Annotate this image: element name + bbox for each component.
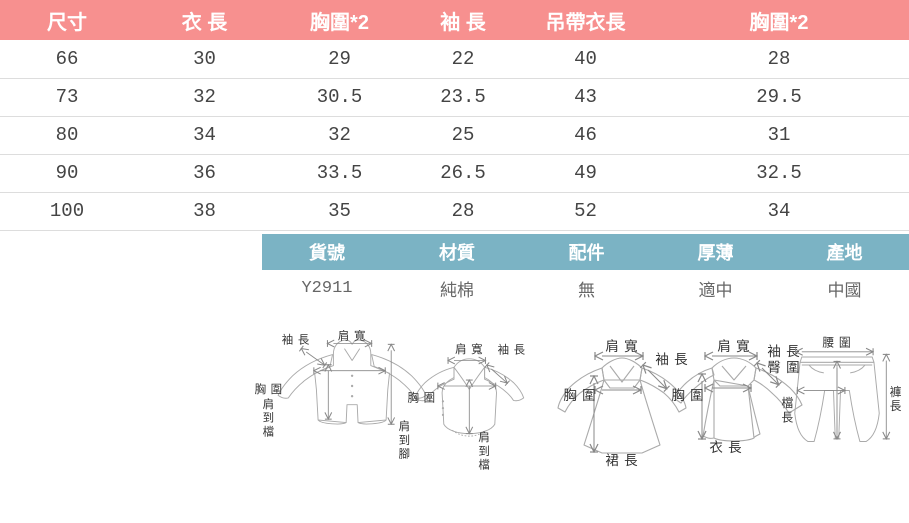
svg-text:到: 到 <box>478 445 490 458</box>
svg-text:褲: 褲 <box>890 385 903 399</box>
svg-text:袖 長: 袖 長 <box>655 352 688 367</box>
svg-text:肩 寬: 肩 寬 <box>717 338 750 354</box>
svg-text:袖 長: 袖 長 <box>498 343 526 357</box>
svg-text:肩: 肩 <box>399 419 411 433</box>
svg-text:袖 長: 袖 長 <box>282 333 310 347</box>
svg-text:腰 圍: 腰 圍 <box>822 335 851 349</box>
svg-text:檔: 檔 <box>263 424 275 438</box>
svg-text:檔: 檔 <box>478 457 490 471</box>
svg-text:裙 長: 裙 長 <box>605 453 638 468</box>
svg-text:肩: 肩 <box>263 397 275 411</box>
svg-text:袖 長: 袖 長 <box>767 344 800 359</box>
svg-text:胸 圍: 胸 圍 <box>255 382 283 396</box>
svg-text:長: 長 <box>781 410 794 424</box>
svg-text:肩: 肩 <box>478 430 490 444</box>
svg-text:胸 圍: 胸 圍 <box>563 388 596 403</box>
svg-text:到: 到 <box>399 434 411 447</box>
svg-text:檔: 檔 <box>781 396 794 410</box>
svg-text:肩 寬: 肩 寬 <box>455 342 483 356</box>
svg-text:到: 到 <box>263 412 275 425</box>
svg-text:肩 寬: 肩 寬 <box>605 338 638 354</box>
svg-text:臀 圍: 臀 圍 <box>767 360 800 375</box>
svg-text:衣 長: 衣 長 <box>709 440 742 455</box>
svg-text:胸 圍: 胸 圍 <box>408 390 436 404</box>
svg-text:肩 寬: 肩 寬 <box>338 330 366 342</box>
svg-text:長: 長 <box>890 399 903 413</box>
svg-text:胸 圍: 胸 圍 <box>671 388 704 403</box>
svg-text:腳: 腳 <box>399 447 411 460</box>
